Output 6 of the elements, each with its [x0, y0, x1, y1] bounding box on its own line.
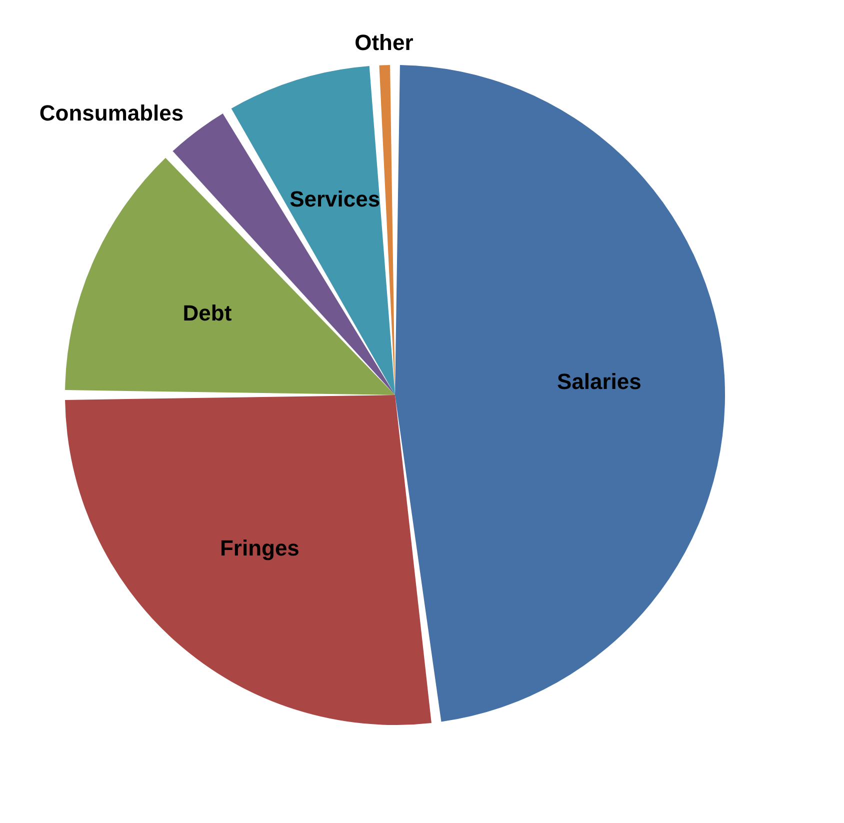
slice-label: Services	[290, 186, 380, 212]
slice-label: Other	[354, 30, 414, 56]
slice-label: Fringes	[220, 535, 300, 560]
slice-label: Debt	[182, 300, 232, 326]
slice-label: Salaries	[556, 369, 642, 394]
slice-label: Consumables	[39, 100, 184, 126]
